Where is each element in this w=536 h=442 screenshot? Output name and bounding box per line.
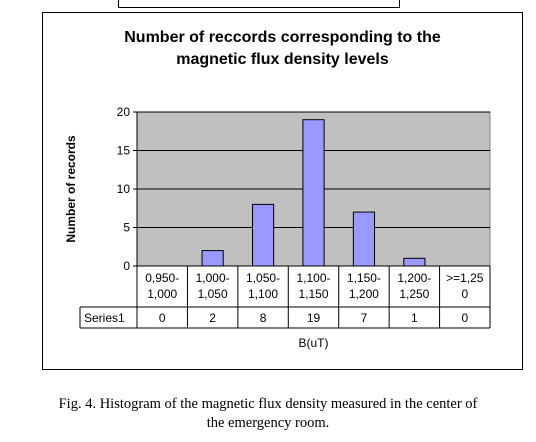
x-category-label-line2: 1,000 xyxy=(147,287,177,301)
data-value-label: 1 xyxy=(411,311,418,325)
x-category-label-line1: 1,150- xyxy=(347,271,381,285)
x-category-label-line2: 0 xyxy=(461,287,468,301)
data-value-label: 19 xyxy=(307,311,321,325)
y-axis-title: Number of records xyxy=(64,135,78,243)
x-category-label-line2: 1,150 xyxy=(298,287,328,301)
data-value-label: 0 xyxy=(461,311,468,325)
chart-title-line2: magnetic flux density levels xyxy=(176,51,389,68)
bar xyxy=(201,250,224,267)
series-name-label: Series1 xyxy=(84,311,125,325)
y-tick-label: 10 xyxy=(117,182,131,196)
x-category-label-line1: 1,050- xyxy=(246,271,280,285)
x-category-label-line2: 1,100 xyxy=(248,287,278,301)
data-value-label: 0 xyxy=(159,311,166,325)
top-table-fragment-left xyxy=(118,0,119,8)
x-category-label-line2: 1,250 xyxy=(399,287,429,301)
x-category-label-line1: 1,000- xyxy=(196,271,230,285)
bar xyxy=(251,203,275,267)
x-category-label-line1: 1,200- xyxy=(397,271,431,285)
bar xyxy=(302,119,325,267)
y-tick-label: 5 xyxy=(123,221,130,235)
top-table-fragment-right xyxy=(399,0,400,8)
data-value-label: 8 xyxy=(260,311,267,325)
bar xyxy=(403,257,426,267)
x-category-label-line1: 1,100- xyxy=(296,271,330,285)
y-tick-label: 20 xyxy=(117,105,131,119)
figure-caption-line2: the emergency room. xyxy=(206,415,330,431)
x-category-label-line2: 1,200 xyxy=(349,287,379,301)
x-category-label-line1: >=1,25 xyxy=(446,271,484,285)
x-category-label-line2: 1,050 xyxy=(198,287,228,301)
bar xyxy=(352,211,376,267)
y-tick-label: 15 xyxy=(117,144,131,158)
data-value-label: 2 xyxy=(209,311,216,325)
figure-caption-line1: Fig. 4. Histogram of the magnetic flux d… xyxy=(58,396,478,412)
top-table-fragment-bottom xyxy=(118,7,400,8)
data-value-label: 7 xyxy=(361,311,368,325)
y-tick-label: 0 xyxy=(123,259,130,273)
x-axis-title: B(uT) xyxy=(299,336,329,350)
chart-title-line1: Number of reccords corresponding to the xyxy=(124,29,441,46)
x-category-label-line1: 0,950- xyxy=(145,271,179,285)
